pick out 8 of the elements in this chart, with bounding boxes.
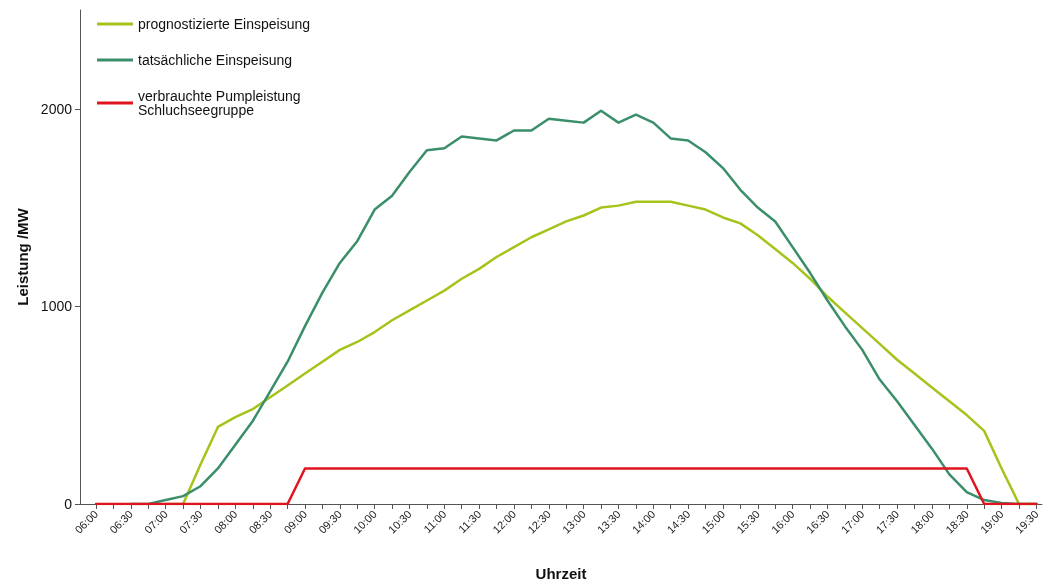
legend-label: prognostizierte Einspeisung — [138, 16, 310, 32]
y-tick-label: 2000 — [40, 100, 73, 117]
y-tick-label: 0 — [64, 496, 73, 512]
legend-label: tatsächliche Einspeisung — [138, 52, 293, 68]
x-axis-title: Uhrzeit — [535, 565, 587, 582]
legend-label: verbrauchte Pumpleistung Schluchseegruppe — [138, 88, 305, 118]
y-tick-label: 1000 — [40, 298, 73, 315]
y-axis-title: Leistung /MW — [13, 207, 31, 306]
